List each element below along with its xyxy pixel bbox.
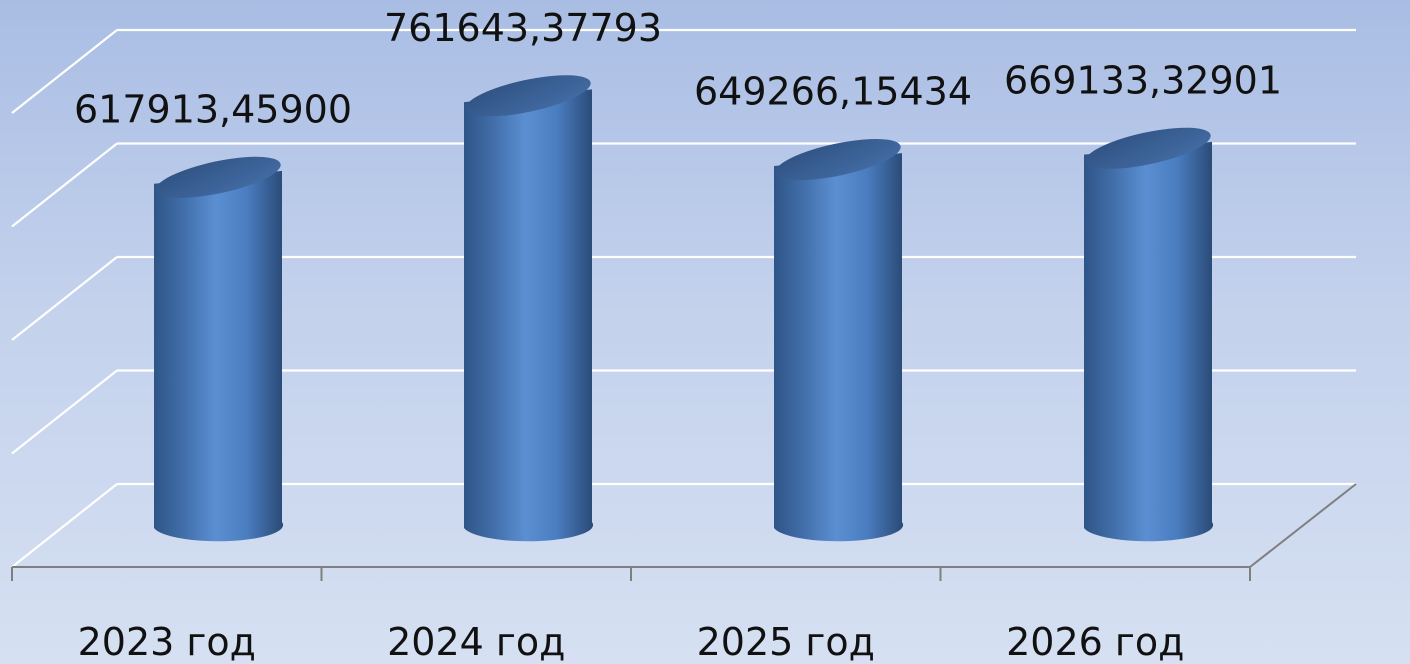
floor-edge (1249, 483, 1357, 568)
bar-body (154, 170, 284, 542)
gridline-side (11, 256, 118, 341)
x-axis (11, 483, 1357, 581)
x-tick-labels: 2023 год 2024 год 2025 год 2026 год (78, 620, 1185, 664)
data-label: 761643,37793 (384, 6, 662, 50)
bar (1084, 127, 1214, 542)
bar-body (1084, 141, 1214, 542)
bar (774, 138, 904, 542)
data-label: 669133,32901 (1004, 58, 1282, 102)
data-label: 649266,15434 (694, 70, 972, 114)
bars (154, 75, 1214, 542)
gridline-side (11, 142, 118, 228)
gridline-side (11, 483, 118, 568)
x-tick-label: 2023 год (78, 620, 256, 664)
bar-top (155, 156, 281, 198)
bar-body (774, 153, 904, 542)
x-tick-label: 2025 год (697, 620, 875, 664)
data-labels: 617913,45900 761643,37793 649266,15434 6691… (74, 6, 1282, 132)
bar-top (465, 75, 591, 117)
bar (464, 75, 594, 542)
gridline-side (11, 369, 118, 455)
gridlines (11, 28, 1356, 568)
bar (154, 156, 284, 542)
bar-top (1085, 127, 1211, 169)
x-tick-label: 2024 год (387, 620, 565, 664)
bar-top (775, 138, 901, 181)
data-label: 617913,45900 (74, 87, 352, 131)
x-tick-label: 2026 год (1006, 620, 1184, 664)
gridline-side (11, 29, 118, 114)
bar-body (464, 89, 594, 542)
